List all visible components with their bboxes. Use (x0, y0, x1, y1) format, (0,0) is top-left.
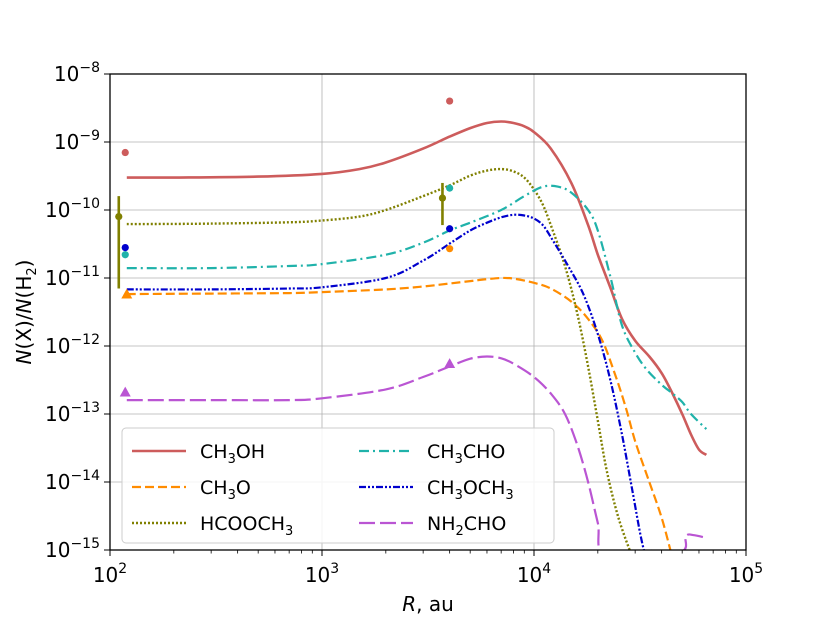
axis-ticks: 102 103 104 105 10−15 10−14 10−13 10−12 10−11 10−… (45, 60, 763, 587)
series-line-ch3oh (126, 120, 708, 457)
y-tick-label: 10−10 (45, 196, 100, 222)
legend: CH3OH CH3O HCOOCH3 CH3CHO CH3OCH3 NH2CHO (121, 427, 555, 544)
series-curves (126, 120, 708, 550)
legend-label-ch3o: CH3O (200, 477, 251, 503)
observation-marker-ch3oh (121, 148, 129, 157)
x-tick-label: 102 (93, 561, 127, 587)
observation-marker-ch3cho (121, 251, 129, 259)
y-tick-label: 10−9 (54, 128, 100, 154)
series-line-nh2cho (126, 355, 707, 550)
plot-frame (109, 73, 747, 551)
observation-marker-ch3cho (446, 184, 454, 192)
observation-marker-nh2cho (119, 386, 131, 397)
x-tick-label: 103 (305, 561, 339, 587)
y-tick-label: 10−13 (45, 400, 100, 426)
grid (109, 73, 747, 551)
observation-marker-ch3o (121, 288, 133, 299)
observation-marker-hcooch3 (115, 212, 123, 221)
x-tick-label: 105 (729, 561, 763, 587)
x-axis-label: R, au (402, 592, 454, 616)
observation-markers (115, 97, 456, 397)
observation-marker-hcooch3 (438, 194, 447, 202)
y-tick-label: 10−15 (45, 536, 100, 562)
observation-marker-nh2cho (444, 358, 456, 369)
observation-marker-ch3och3 (121, 243, 129, 252)
x-tick-label: 104 (517, 561, 551, 587)
legend-label-ch3oh: CH3OH (200, 441, 265, 467)
observation-marker-ch3oh (446, 97, 454, 105)
y-tick-label: 10−12 (45, 332, 100, 358)
observation-marker-ch3o (446, 245, 454, 253)
series-line-ch3och3 (126, 213, 652, 550)
legend-label-ch3och3: CH3OCH3 (427, 477, 514, 503)
y-tick-label: 10−14 (45, 468, 100, 494)
y-tick-label: 10−11 (45, 264, 100, 290)
y-axis-label: N(X)/N(H2) (12, 260, 40, 365)
legend-box (121, 427, 555, 544)
legend-label-ch3cho: CH3CHO (427, 441, 505, 467)
y-tick-label: 10−8 (54, 60, 100, 86)
legend-label-nh2cho: NH2CHO (427, 513, 506, 539)
observation-marker-ch3och3 (446, 225, 454, 233)
series-line-ch3o (126, 276, 672, 550)
legend-label-hcooch3: HCOOCH3 (200, 513, 293, 539)
